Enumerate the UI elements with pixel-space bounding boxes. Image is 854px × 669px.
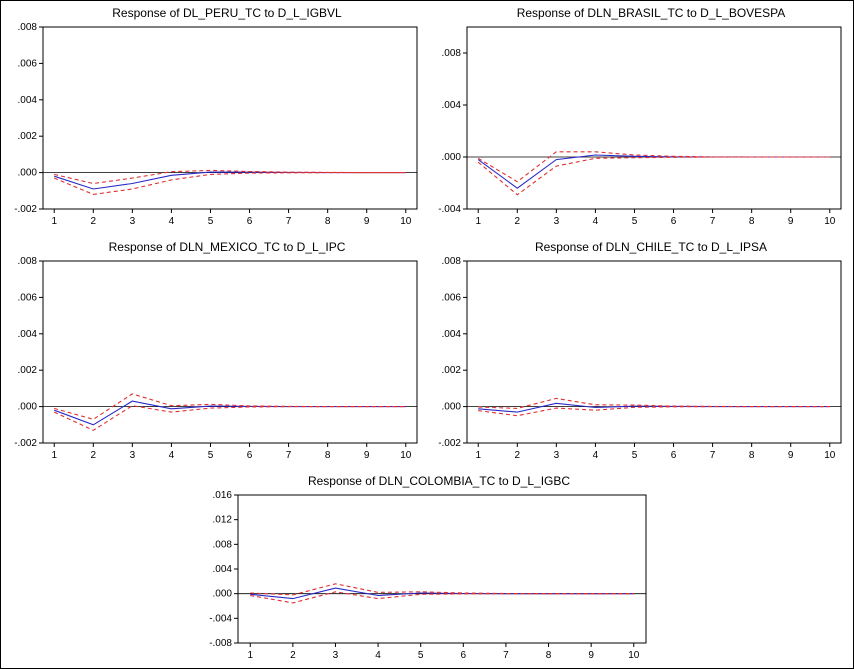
svg-text:10: 10 — [400, 450, 412, 461]
svg-text:.004: .004 — [213, 564, 233, 575]
svg-text:3: 3 — [554, 450, 560, 461]
svg-text:4: 4 — [169, 216, 175, 227]
svg-text:.008: .008 — [18, 257, 38, 267]
svg-text:10: 10 — [628, 650, 640, 661]
irf-chart-chile: Response of DLN_CHILE_TC to D_L_IPSA .00… — [431, 239, 847, 463]
svg-text:2: 2 — [91, 216, 97, 227]
svg-text:.004: .004 — [18, 329, 38, 340]
svg-text:10: 10 — [824, 216, 836, 227]
svg-text:3: 3 — [130, 450, 136, 461]
svg-text:-.004: -.004 — [438, 204, 461, 215]
chart-title: Response of DLN_BRASIL_TC to D_L_BOVESPA — [516, 6, 786, 20]
svg-text:.012: .012 — [213, 515, 233, 526]
svg-text:.008: .008 — [442, 48, 462, 59]
svg-text:1: 1 — [51, 216, 57, 227]
svg-text:4: 4 — [375, 650, 381, 661]
svg-text:.004: .004 — [442, 100, 462, 111]
svg-text:5: 5 — [208, 450, 214, 461]
svg-text:1: 1 — [475, 216, 481, 227]
svg-text:6: 6 — [671, 450, 677, 461]
svg-text:9: 9 — [788, 216, 794, 227]
svg-text:9: 9 — [788, 450, 794, 461]
svg-text:-.002: -.002 — [438, 438, 461, 449]
svg-text:7: 7 — [286, 450, 292, 461]
svg-text:.002: .002 — [18, 365, 38, 376]
svg-text:.000: .000 — [442, 152, 462, 163]
svg-text:-.008: -.008 — [209, 638, 232, 649]
plot-area: .008 .004 .000 -.004 1 2 3 4 5 6 7 8 9 10 — [438, 26, 842, 227]
svg-text:-.002: -.002 — [14, 438, 37, 449]
svg-text:9: 9 — [364, 216, 370, 227]
irf-chart-colombia: Response of DLN_COLOMBIA_TC to D_L_IGBC … — [202, 473, 652, 663]
svg-text:6: 6 — [671, 216, 677, 227]
charts-row-2: Response of DLN_MEXICO_TC to D_L_IPC .00… — [1, 239, 853, 463]
svg-text:8: 8 — [546, 650, 552, 661]
svg-text:5: 5 — [632, 450, 638, 461]
svg-text:.008: .008 — [442, 257, 462, 267]
plot-area: .016 .012 .008 .004 .000 -.004 -.008 1 2 3 4 5 6 7 8 9 1… — [209, 491, 647, 661]
svg-text:1: 1 — [247, 650, 253, 661]
svg-text:5: 5 — [208, 216, 214, 227]
svg-text:7: 7 — [710, 216, 716, 227]
svg-text:8: 8 — [749, 216, 755, 227]
svg-text:.000: .000 — [442, 402, 462, 413]
charts-row-3: Response of DLN_COLOMBIA_TC to D_L_IGBC … — [1, 473, 853, 663]
svg-text:9: 9 — [364, 450, 370, 461]
svg-text:2: 2 — [91, 450, 97, 461]
svg-text:10: 10 — [400, 216, 412, 227]
irf-chart-peru: Response of DL_PERU_TC to D_L_IGBVL .008… — [7, 5, 423, 229]
svg-text:8: 8 — [749, 450, 755, 461]
svg-text:.002: .002 — [18, 131, 38, 142]
svg-text:-.002: -.002 — [14, 204, 37, 215]
svg-text:2: 2 — [290, 650, 296, 661]
plot-area: .008 .006 .004 .002 .000 -.002 1 2 3 4 5 6 7 8 9 10 — [14, 23, 418, 227]
svg-text:.004: .004 — [18, 95, 38, 106]
svg-text:7: 7 — [286, 216, 292, 227]
svg-text:.008: .008 — [213, 539, 233, 550]
svg-text:2: 2 — [515, 216, 521, 227]
svg-text:.004: .004 — [442, 329, 462, 340]
svg-text:3: 3 — [554, 216, 560, 227]
svg-text:.000: .000 — [18, 168, 38, 179]
svg-text:10: 10 — [824, 450, 836, 461]
svg-text:6: 6 — [247, 450, 253, 461]
svg-text:-.004: -.004 — [209, 613, 232, 624]
svg-text:.006: .006 — [18, 292, 38, 303]
svg-text:4: 4 — [169, 450, 175, 461]
svg-text:7: 7 — [503, 650, 509, 661]
svg-text:5: 5 — [632, 216, 638, 227]
svg-text:8: 8 — [325, 450, 331, 461]
svg-text:.006: .006 — [18, 58, 38, 69]
svg-text:.008: .008 — [18, 23, 38, 33]
charts-row-1: Response of DL_PERU_TC to D_L_IGBVL .008… — [1, 5, 853, 229]
svg-text:7: 7 — [710, 450, 716, 461]
svg-text:1: 1 — [475, 450, 481, 461]
svg-text:.006: .006 — [442, 292, 462, 303]
svg-text:5: 5 — [418, 650, 424, 661]
chart-title: Response of DLN_CHILE_TC to D_L_IPSA — [534, 240, 768, 254]
svg-text:.002: .002 — [442, 365, 462, 376]
irf-chart-mexico: Response of DLN_MEXICO_TC to D_L_IPC .00… — [7, 239, 423, 463]
svg-text:.000: .000 — [18, 402, 38, 413]
chart-title: Response of DLN_COLOMBIA_TC to D_L_IGBC — [307, 474, 571, 488]
chart-title: Response of DL_PERU_TC to D_L_IGBVL — [112, 6, 342, 20]
svg-text:3: 3 — [333, 650, 339, 661]
svg-text:1: 1 — [51, 450, 57, 461]
svg-text:4: 4 — [593, 216, 599, 227]
svg-text:.016: .016 — [213, 491, 233, 501]
plot-area: .008 .006 .004 .002 .000 -.002 1 2 3 4 5 6 7 8 9 10 — [438, 257, 842, 461]
irf-chart-brasil: Response of DLN_BRASIL_TC to D_L_BOVESPA… — [431, 5, 847, 229]
svg-text:.000: .000 — [213, 589, 233, 600]
chart-title: Response of DLN_MEXICO_TC to D_L_IPC — [108, 240, 346, 254]
svg-text:6: 6 — [461, 650, 467, 661]
svg-text:2: 2 — [515, 450, 521, 461]
svg-text:6: 6 — [247, 216, 253, 227]
plot-area: .008 .006 .004 .002 .000 -.002 1 2 3 4 5 6 7 8 9 10 — [14, 257, 418, 461]
svg-text:9: 9 — [588, 650, 594, 661]
svg-text:8: 8 — [325, 216, 331, 227]
svg-text:4: 4 — [593, 450, 599, 461]
svg-text:3: 3 — [130, 216, 136, 227]
